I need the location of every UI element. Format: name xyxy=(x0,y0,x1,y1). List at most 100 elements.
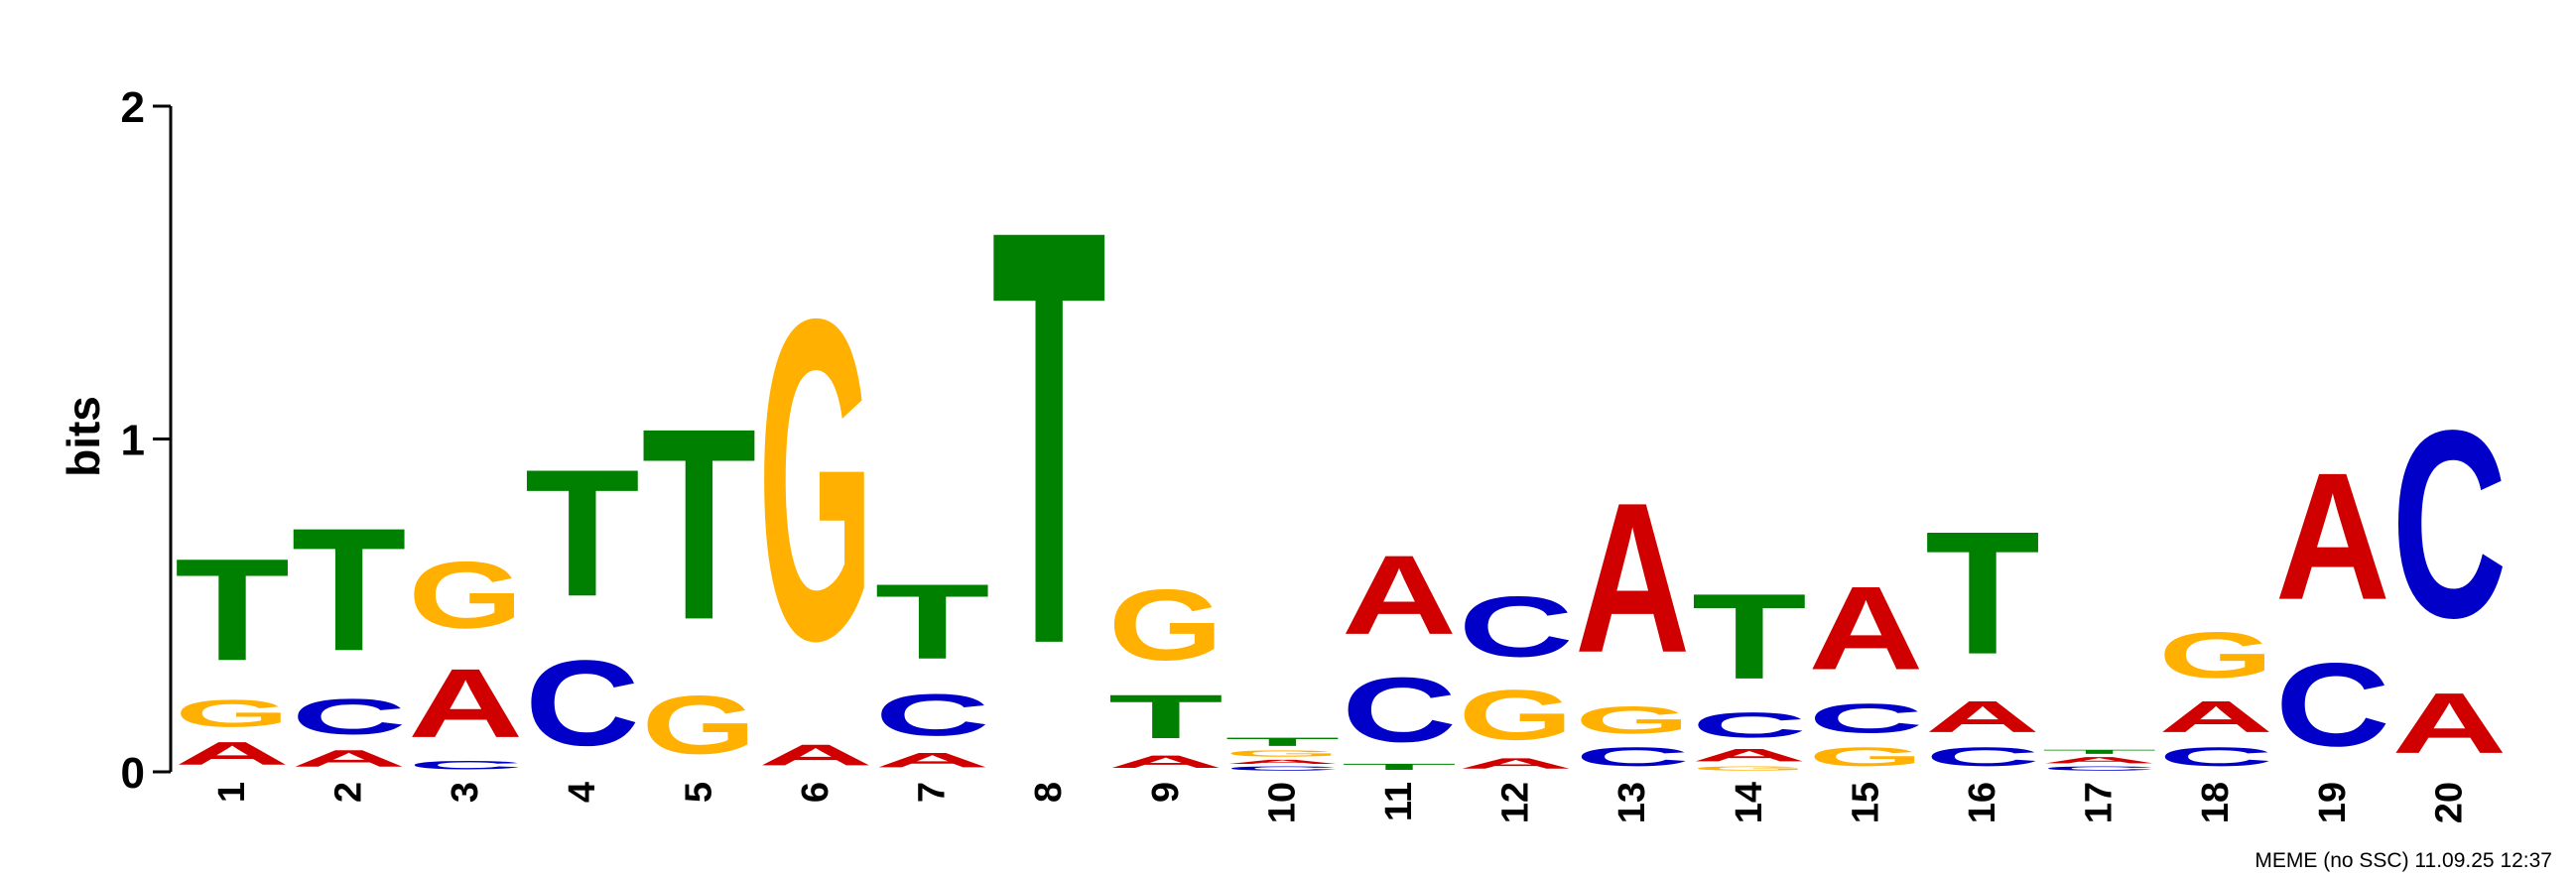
x-tick-label: 14 xyxy=(1729,782,1770,823)
x-tick-label: 19 xyxy=(2312,782,2354,823)
x-tick-label: 12 xyxy=(1495,782,1537,823)
logo-column-11: TCA xyxy=(1342,533,1457,772)
logo-letter-A: A xyxy=(2042,755,2157,765)
logo-letter-C: C xyxy=(1575,742,1690,772)
x-tick-label: 9 xyxy=(1145,782,1187,803)
logo-column-6: AG xyxy=(758,224,873,772)
logo-column-1: AGT xyxy=(175,528,290,772)
logo-letter-C: C xyxy=(2275,639,2390,772)
logo-letter-G: G xyxy=(1575,698,1690,742)
logo-letter-G: G xyxy=(1459,675,1574,754)
logo-letter-C: C xyxy=(1342,658,1457,761)
logo-letter-T: T xyxy=(991,107,1106,768)
logo-letter-A: A xyxy=(292,745,407,772)
logo-letter-G: G xyxy=(1692,765,1807,772)
logo-column-19: CA xyxy=(2275,436,2390,772)
logo-letter-A: A xyxy=(408,649,523,758)
logo-column-7: ACT xyxy=(875,562,990,772)
logo-letter-C: C xyxy=(2391,375,2507,674)
logo-letter-T: T xyxy=(175,528,290,690)
logo-letter-A: A xyxy=(2158,691,2273,741)
logo-letter-G: G xyxy=(408,542,523,648)
logo-letter-C: C xyxy=(1925,742,2040,772)
footer-caption: MEME (no SSC) 11.09.25 12:37 xyxy=(2254,849,2552,872)
logo-letter-T: T xyxy=(875,562,990,682)
logo-letter-A: A xyxy=(875,749,990,772)
x-tick-label: 16 xyxy=(1962,782,2003,823)
logo-letter-G: G xyxy=(175,692,290,736)
logo-letter-A: A xyxy=(758,738,873,771)
logo-letter-T: T xyxy=(1342,762,1457,772)
logo-letter-C: C xyxy=(1692,705,1807,745)
logo-letter-G: G xyxy=(758,224,873,735)
logo-letter-A: A xyxy=(1108,752,1224,772)
logo-letter-G: G xyxy=(1108,568,1224,682)
x-tick-label: 8 xyxy=(1028,782,1070,803)
logo-letter-A: A xyxy=(175,735,290,772)
logo-letter-T: T xyxy=(1925,495,2040,691)
y-tick-label: 2 xyxy=(121,83,145,132)
logo-letter-A: A xyxy=(1575,459,1690,697)
logo-column-12: AGC xyxy=(1459,579,1574,772)
x-tick-label: 3 xyxy=(445,782,486,803)
logo-letter-A: A xyxy=(2391,676,2507,772)
logo-letter-C: C xyxy=(408,759,523,772)
y-axis: 0 1 2 xyxy=(121,83,173,798)
logo-letter-C: C xyxy=(525,636,640,772)
logo-column-13: CGA xyxy=(1575,459,1690,772)
x-tick-label: 15 xyxy=(1845,782,1886,823)
logo-letter-G: G xyxy=(2158,619,2273,691)
logo-letter-T: T xyxy=(641,372,756,677)
logo-letter-A: A xyxy=(1459,755,1574,772)
logo-letter-G: G xyxy=(1808,742,1923,772)
logo-letter-C: C xyxy=(1808,695,1923,742)
logo-letter-A: A xyxy=(1925,691,2040,741)
x-tick-label: 7 xyxy=(912,782,954,803)
x-tick-label: 4 xyxy=(562,782,603,803)
logo-column-2: ACT xyxy=(292,491,407,772)
logo-column-15: GCA xyxy=(1808,563,1923,772)
logo-letter-A: A xyxy=(1808,563,1923,695)
logo-column-4: CT xyxy=(525,432,640,771)
logo-letter-G: G xyxy=(641,678,756,771)
y-tick-label: 1 xyxy=(121,417,145,465)
logo-letter-C: C xyxy=(1224,765,1340,772)
logo-letter-T: T xyxy=(1692,568,1807,704)
y-axis-label: bits xyxy=(58,396,109,477)
x-axis-labels: 1 2 3 4 5 6 7 8 9 10 11 12 13 14 15 16 17 18 19 20 xyxy=(211,782,2470,823)
x-tick-label: 11 xyxy=(1378,782,1420,821)
x-tick-label: 13 xyxy=(1611,782,1653,823)
x-tick-label: 20 xyxy=(2428,782,2470,823)
logo-letter-A: A xyxy=(1342,533,1457,659)
logo-letter-T: T xyxy=(525,432,640,634)
logo-letter-A: A xyxy=(1692,745,1807,765)
logo-column-5: GT xyxy=(641,372,756,771)
logo-letter-C: C xyxy=(2042,765,2157,772)
logo-letter-A: A xyxy=(2275,436,2390,638)
logo-letter-C: C xyxy=(1459,579,1574,676)
logo-column-9: ATG xyxy=(1108,568,1224,772)
logo-letter-C: C xyxy=(875,682,990,748)
x-tick-label: 10 xyxy=(1261,782,1303,823)
logo-letter-C: C xyxy=(2158,742,2273,772)
x-tick-label: 5 xyxy=(678,782,719,803)
logo-column-8: T xyxy=(991,107,1106,768)
x-tick-label: 2 xyxy=(328,782,370,803)
logo-letter-T: T xyxy=(1224,735,1340,748)
x-tick-label: 6 xyxy=(795,782,837,803)
logo-letter-T: T xyxy=(292,491,407,688)
logo-letter-T: T xyxy=(2042,749,2157,756)
x-tick-label: 18 xyxy=(2195,782,2237,823)
logo-column-18: CAG xyxy=(2158,619,2273,772)
logo-letter-A: A xyxy=(1224,759,1340,766)
y-tick-label: 0 xyxy=(121,749,145,798)
logo-column-3: CAG xyxy=(408,542,523,772)
logo-column-20: AC xyxy=(2391,375,2507,771)
logo-column-16: CAT xyxy=(1925,495,2040,772)
logo-letter-C: C xyxy=(292,688,407,745)
logo-letter-T: T xyxy=(1108,682,1224,751)
